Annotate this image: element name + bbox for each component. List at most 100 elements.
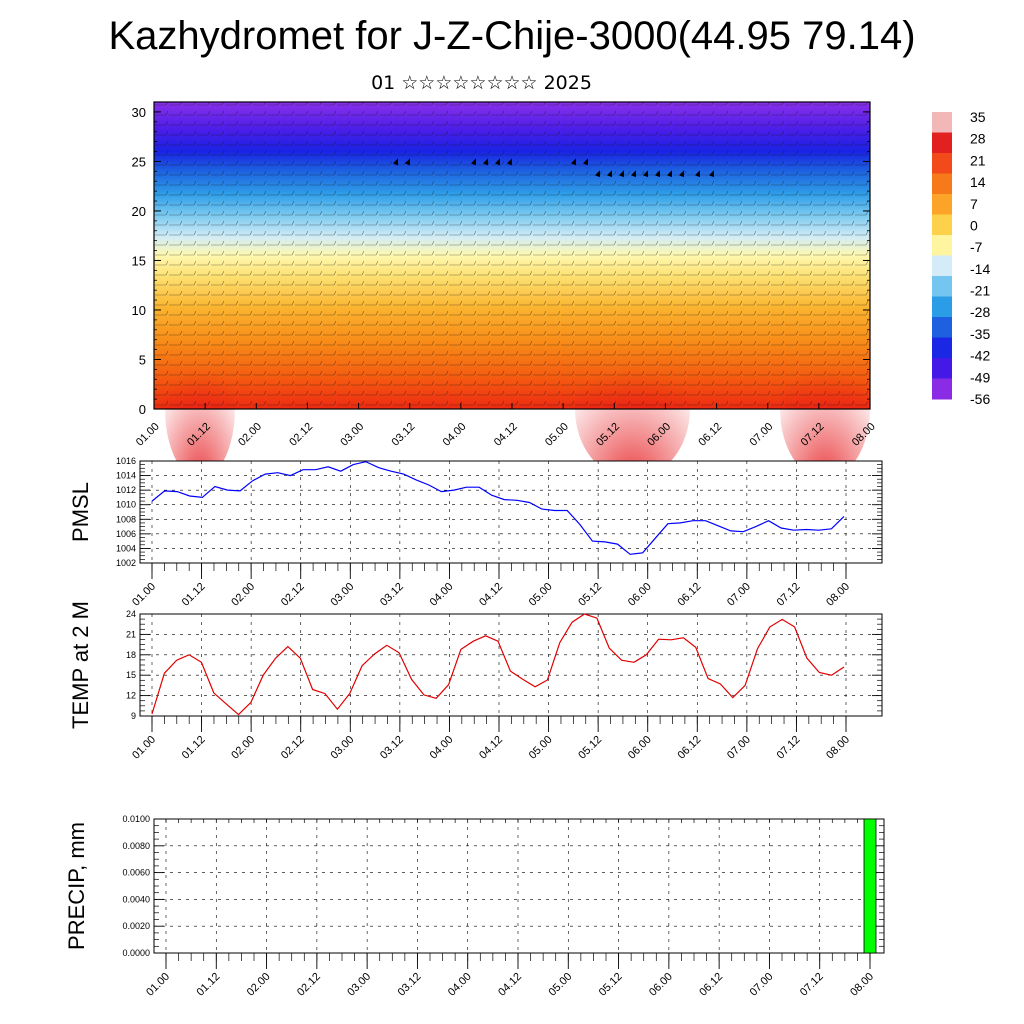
- colorbar-label: -7: [970, 239, 983, 255]
- wind-flag: [655, 170, 660, 178]
- colorbar-swatch: [932, 255, 952, 277]
- colorbar-swatch: [932, 378, 952, 400]
- colorbar-label: -42: [970, 348, 990, 364]
- x-tick-label: 05.00: [543, 421, 571, 449]
- x-tick-label: 07.12: [775, 581, 803, 609]
- colorbar-swatch: [932, 132, 952, 154]
- y-tick-label: 15: [132, 253, 146, 268]
- x-tick-label: 07.12: [798, 971, 826, 999]
- colorbar-label: 0: [970, 217, 978, 233]
- x-tick-label: 04.00: [428, 734, 456, 762]
- wind-barbs: [154, 102, 870, 409]
- y-tick-label: 30: [132, 105, 146, 120]
- wind-flag: [631, 170, 636, 178]
- x-tick-label: 02.00: [229, 734, 257, 762]
- page-title: Kazhydromet for J-Z-Chije-3000(44.95 79.…: [108, 14, 916, 58]
- wind-flag: [679, 170, 684, 178]
- x-tick-label: 07.00: [748, 421, 776, 449]
- y-tick-label: 21: [126, 629, 136, 639]
- x-tick-label: 01.00: [134, 421, 162, 449]
- plot-frame: [139, 460, 883, 564]
- x-tick-label: 05.12: [576, 734, 604, 762]
- wind-flag: [695, 170, 700, 178]
- colorbar-swatch: [932, 153, 952, 174]
- x-tick-label: 04.00: [441, 421, 469, 449]
- series-line: [151, 461, 845, 555]
- wind-flag: [471, 158, 476, 166]
- y-tick-label: 25: [132, 154, 146, 169]
- colorbar-swatch: [932, 235, 952, 256]
- x-tick-label: 02.00: [236, 421, 264, 449]
- x-tick-label: 02.12: [279, 581, 307, 609]
- x-tick-label: 06.12: [675, 734, 703, 762]
- colorbar-label: -35: [970, 326, 990, 342]
- colorbar-label: -49: [970, 369, 990, 385]
- x-tick-label: 05.12: [576, 581, 604, 609]
- colorbar-swatch: [932, 112, 952, 133]
- x-tick-label: 02.12: [279, 734, 307, 762]
- x-tick-label: 01.12: [194, 971, 222, 999]
- y-tick-label: 12: [126, 691, 136, 701]
- x-tick-label: 07.00: [725, 581, 753, 609]
- x-tick-label: 08.00: [848, 971, 876, 999]
- colorbar-swatch: [932, 214, 952, 236]
- colorbar-swatch: [932, 337, 952, 359]
- y-tick-label: 1002: [116, 558, 136, 568]
- precip-panel: 01.00 01.12 02.00 02.12 03.00 03.12 04.00 04.12…: [64, 814, 885, 999]
- x-tick-label: 06.12: [696, 421, 724, 449]
- x-tick-label: 03.00: [345, 971, 373, 999]
- y-tick-label: 5: [139, 352, 146, 367]
- y-axis-label: PMSL: [68, 482, 93, 542]
- y-tick-label: 1014: [116, 471, 136, 481]
- y-axis-label: PRECIP, mm: [64, 822, 89, 950]
- colorbar-label: 35: [970, 109, 986, 125]
- x-tick-label: 07.00: [748, 971, 776, 999]
- x-tick-label: 04.12: [492, 421, 520, 449]
- x-tick-label: 06.00: [647, 971, 675, 999]
- y-tick-label: 20: [132, 204, 146, 219]
- pmsl-panel: 01.00 01.12 02.00 02.12 03.00 03.12 04.00 04.12…: [68, 456, 883, 609]
- x-tick-label: 05.00: [527, 734, 555, 762]
- x-tick-label: 07.12: [775, 734, 803, 762]
- x-tick-label: 03.00: [338, 421, 366, 449]
- x-tick-label: 03.12: [378, 734, 406, 762]
- wind-flag: [595, 170, 600, 178]
- wind-flag: [483, 158, 488, 166]
- precip-bar: [863, 818, 877, 954]
- colorbar-label: 7: [970, 196, 978, 212]
- y-tick-label: 1012: [116, 485, 136, 495]
- colorbar-swatch: [932, 358, 952, 379]
- y-tick-label: 1006: [116, 529, 136, 539]
- colorbar-swatch: [932, 317, 952, 338]
- series-line: [151, 613, 845, 716]
- colorbar-swatch: [932, 296, 952, 318]
- y-tick-label: 0.0080: [122, 841, 150, 851]
- wind-flag: [405, 158, 410, 166]
- x-tick-label: 01.12: [180, 581, 208, 609]
- wind-flag: [709, 170, 714, 178]
- plot-frame: [139, 613, 883, 717]
- temp2m-panel: 01.00 01.12 02.00 02.12 03.00 03.12 04.00 04.12…: [68, 601, 883, 762]
- x-tick-label: 04.00: [428, 581, 456, 609]
- x-tick-label: 04.12: [496, 971, 524, 999]
- x-tick-label: 06.00: [626, 581, 654, 609]
- x-tick-label: 02.12: [295, 971, 323, 999]
- x-tick-label: 03.12: [378, 581, 406, 609]
- x-tick-label: 04.12: [477, 581, 505, 609]
- x-tick-label: 05.12: [597, 971, 625, 999]
- colorbar-swatch: [932, 276, 952, 297]
- y-tick-label: 0.0020: [122, 921, 150, 931]
- x-tick-label: 02.12: [287, 421, 315, 449]
- y-tick-label: 0.0000: [122, 948, 150, 958]
- colorbar-label: -14: [970, 261, 990, 277]
- y-tick-label: 1004: [116, 543, 136, 553]
- colorbar-label: 28: [970, 131, 986, 147]
- wind-flag: [667, 170, 672, 178]
- x-tick-label: 02.00: [245, 971, 273, 999]
- colorbar: 35 28 21 14 7 0 -7 -14 -21 -28 -35 -42 -49 -56: [932, 109, 990, 407]
- y-tick-label: 18: [126, 650, 136, 660]
- x-tick-label: 01.00: [130, 581, 158, 609]
- plot-frame: [153, 818, 885, 954]
- y-axis-label: TEMP at 2 M: [68, 601, 93, 729]
- wind-flag: [393, 158, 398, 166]
